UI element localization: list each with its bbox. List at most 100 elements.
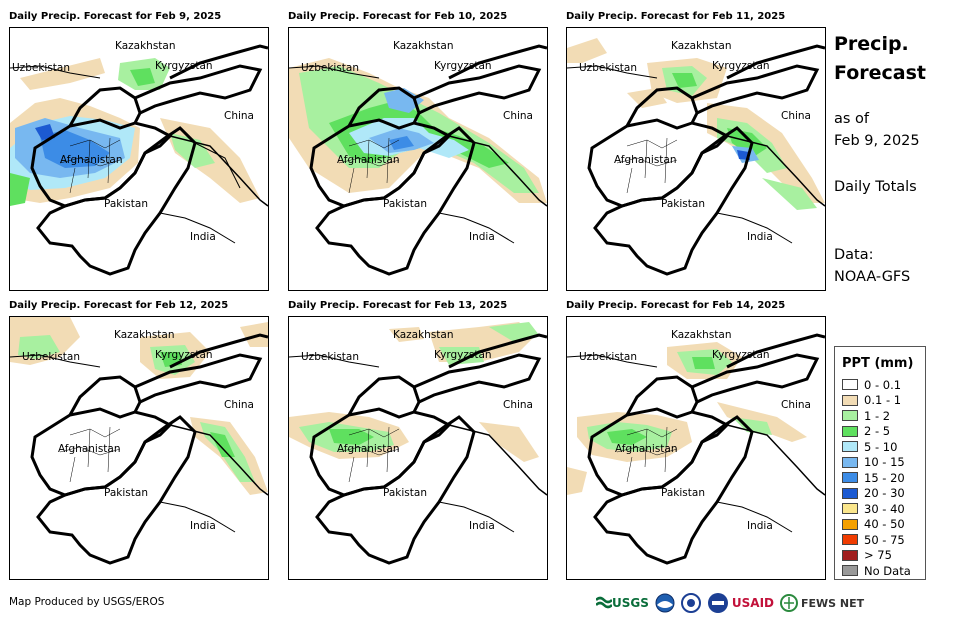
legend-label: 20 - 30 — [864, 486, 905, 501]
legend-swatch — [842, 425, 858, 437]
legend-swatch — [842, 441, 858, 453]
legend-swatch — [842, 565, 858, 577]
label-india: India — [747, 520, 773, 532]
legend-item: 20 - 30 — [842, 486, 925, 502]
legend-item: 30 - 40 — [842, 501, 925, 517]
map-svg: Kazakhstan Uzbekistan Kyrgyzstan China A… — [10, 317, 268, 565]
legend-swatch — [842, 534, 858, 546]
noaa-logo-icon — [655, 593, 675, 613]
legend-label: 2 - 5 — [864, 424, 891, 439]
legend-item: 40 - 50 — [842, 517, 925, 533]
label-afghanistan: Afghanistan — [614, 154, 677, 166]
label-kyrgyzstan: Kyrgyzstan — [434, 349, 492, 361]
legend-label: > 75 — [864, 548, 892, 563]
usaid-logo: USAID — [707, 592, 774, 614]
precip-layer — [289, 322, 539, 462]
legend-swatch — [842, 410, 858, 422]
data-source-block: Data: NOAA-GFS — [834, 244, 954, 288]
legend-label: 15 - 20 — [864, 470, 905, 485]
label-india: India — [190, 231, 216, 243]
legend-label: No Data — [864, 563, 911, 578]
borders — [10, 333, 268, 565]
country-labels: Kazakhstan Uzbekistan Kyrgyzstan China A… — [579, 329, 811, 532]
legend-label: 5 - 10 — [864, 439, 898, 454]
map-panel-feb10: Kazakhstan Uzbekistan Kyrgyzstan China A… — [288, 27, 548, 291]
country-labels: Kazakhstan Uzbekistan Kyrgyzstan China A… — [22, 329, 254, 532]
map-svg: Kazakhstan Uzbekistan Kyrgyzstan China A… — [567, 38, 825, 276]
label-china: China — [781, 399, 811, 411]
data-source-value: NOAA-GFS — [834, 269, 911, 285]
label-kazakhstan: Kazakhstan — [671, 40, 732, 52]
legend-title: PPT (mm) — [842, 356, 914, 371]
label-kazakhstan: Kazakhstan — [393, 40, 454, 52]
legend-item: > 75 — [842, 548, 925, 564]
legend-swatch — [842, 549, 858, 561]
logo-strip: USGS USAID FEWS NET — [596, 592, 864, 614]
panel-title-feb10: Daily Precip. Forecast for Feb 10, 2025 — [288, 11, 508, 22]
credit-text: Map Produced by USGS/EROS — [9, 596, 165, 608]
legend-swatch — [842, 487, 858, 499]
label-afghanistan: Afghanistan — [615, 443, 678, 455]
legend-label: 50 - 75 — [864, 532, 905, 547]
label-uzbekistan: Uzbekistan — [301, 62, 359, 74]
country-labels: Kazakhstan Uzbekistan Kyrgyzstan China A… — [579, 40, 811, 243]
map-svg: Kazakhstan Uzbekistan Kyrgyzstan China A… — [10, 40, 268, 276]
label-china: China — [503, 110, 533, 122]
borders — [289, 44, 547, 276]
precip-layer — [567, 342, 807, 495]
side-title-line2: Forecast — [834, 62, 926, 84]
country-labels: Kazakhstan Uzbekistan Kyrgyzstan China A… — [301, 329, 533, 532]
as-of-label: as of — [834, 111, 870, 127]
usaid-logo-text: USAID — [731, 596, 774, 610]
label-afghanistan: Afghanistan — [337, 154, 400, 166]
legend-swatch — [842, 456, 858, 468]
legend-swatch — [842, 472, 858, 484]
map-svg: Kazakhstan Uzbekistan Kyrgyzstan China A… — [289, 40, 547, 276]
legend-label: 0.1 - 1 — [864, 393, 902, 408]
label-pakistan: Pakistan — [383, 487, 427, 499]
map-panel-feb14: Kazakhstan Uzbekistan Kyrgyzstan China A… — [566, 316, 826, 580]
legend-label: 1 - 2 — [864, 408, 891, 423]
label-pakistan: Pakistan — [661, 198, 705, 210]
legend-item: 2 - 5 — [842, 424, 925, 440]
label-afghanistan: Afghanistan — [337, 443, 400, 455]
map-panel-feb13: Kazakhstan Uzbekistan Kyrgyzstan China A… — [288, 316, 548, 580]
legend-item: 15 - 20 — [842, 470, 925, 486]
label-india: India — [469, 231, 495, 243]
label-pakistan: Pakistan — [104, 198, 148, 210]
label-uzbekistan: Uzbekistan — [579, 351, 637, 363]
legend-label: 30 - 40 — [864, 501, 905, 516]
as-of-block: as of Feb 9, 2025 — [834, 108, 954, 152]
commerce-seal-icon — [680, 593, 701, 613]
side-title-line1: Precip. — [834, 33, 909, 55]
precip-layer — [289, 58, 547, 203]
daily-totals: Daily Totals — [834, 179, 917, 195]
fews-logo-text: FEWS NET — [801, 596, 865, 610]
label-kazakhstan: Kazakhstan — [393, 329, 454, 341]
panel-title-feb13: Daily Precip. Forecast for Feb 13, 2025 — [288, 300, 508, 311]
country-labels: Kazakhstan Uzbekistan Kyrgyzstan China A… — [12, 40, 254, 243]
label-afghanistan: Afghanistan — [60, 154, 123, 166]
label-kyrgyzstan: Kyrgyzstan — [155, 349, 213, 361]
panel-title-feb11: Daily Precip. Forecast for Feb 11, 2025 — [566, 11, 786, 22]
label-india: India — [190, 520, 216, 532]
borders — [567, 44, 825, 276]
country-labels: Kazakhstan Uzbekistan Kyrgyzstan China A… — [301, 40, 533, 243]
label-uzbekistan: Uzbekistan — [301, 351, 359, 363]
label-india: India — [469, 520, 495, 532]
legend-item: 10 - 15 — [842, 455, 925, 471]
borders — [567, 333, 825, 565]
panel-title-feb12: Daily Precip. Forecast for Feb 12, 2025 — [9, 300, 229, 311]
legend-item: 0 - 0.1 — [842, 377, 925, 393]
borders — [10, 44, 268, 276]
label-kazakhstan: Kazakhstan — [671, 329, 732, 341]
label-kazakhstan: Kazakhstan — [114, 329, 175, 341]
label-china: China — [224, 110, 254, 122]
usgs-logo: USGS — [596, 596, 649, 610]
label-india: India — [747, 231, 773, 243]
label-uzbekistan: Uzbekistan — [12, 62, 70, 74]
legend-item: 1 - 2 — [842, 408, 925, 424]
legend-swatch — [842, 503, 858, 515]
usgs-wave-icon — [596, 596, 612, 609]
borders — [289, 333, 547, 565]
